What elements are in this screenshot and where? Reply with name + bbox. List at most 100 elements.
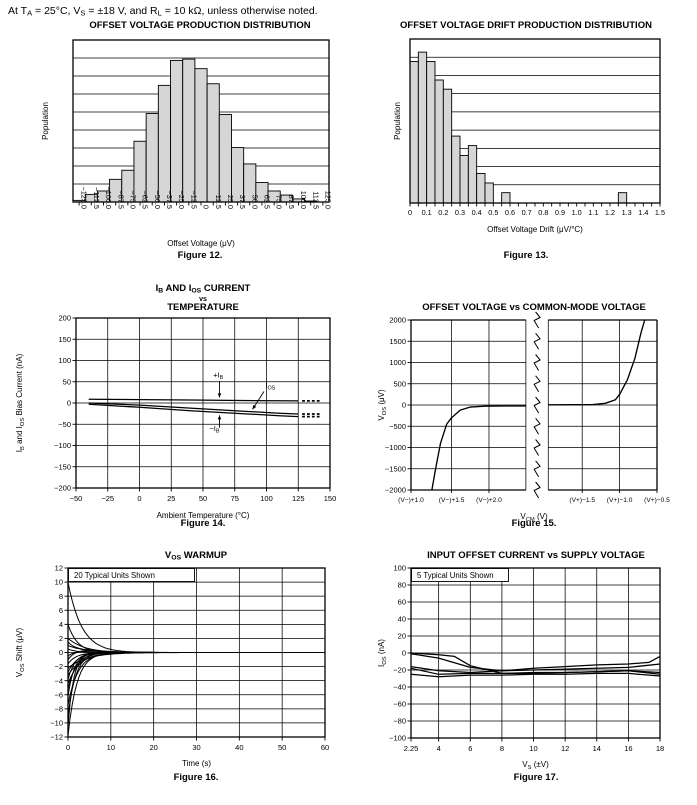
svg-text:0: 0 xyxy=(67,399,71,408)
svg-text:20: 20 xyxy=(149,743,157,752)
svg-text:−50: −50 xyxy=(58,420,71,429)
svg-text:−8: −8 xyxy=(54,704,63,713)
svg-text:−12: −12 xyxy=(50,733,63,742)
svg-text:4: 4 xyxy=(437,744,441,753)
svg-text:6: 6 xyxy=(468,744,472,753)
figure-17-caption: Figure 17. xyxy=(513,772,559,783)
svg-text:VCM (V): VCM (V) xyxy=(520,512,548,523)
svg-text:12.5: 12.5 xyxy=(214,195,223,209)
figure-15-title: OFFSET VOLTAGE vs COMMON-MODE VOLTAGE xyxy=(422,302,646,313)
svg-text:4: 4 xyxy=(59,620,63,629)
svg-text:−10: −10 xyxy=(50,719,63,728)
svg-text:200: 200 xyxy=(58,314,71,323)
svg-text:2.25: 2.25 xyxy=(404,744,419,753)
svg-text:37.5: 37.5 xyxy=(238,195,247,209)
svg-text:8: 8 xyxy=(500,744,504,753)
figure-13-caption: Figure 13. xyxy=(503,250,549,261)
svg-text:150: 150 xyxy=(58,335,71,344)
svg-text:500: 500 xyxy=(393,379,406,388)
svg-text:0: 0 xyxy=(408,208,412,217)
svg-text:IB and IOS Bias Current (nA): IB and IOS Bias Current (nA) xyxy=(15,353,26,452)
svg-text:0.1: 0.1 xyxy=(422,208,432,217)
figure-14-title: IB AND IOS CURRENT vs TEMPERATURE xyxy=(155,283,251,314)
svg-text:40: 40 xyxy=(235,743,243,752)
svg-text:6: 6 xyxy=(59,606,63,615)
svg-text:−125.0: −125.0 xyxy=(80,186,89,209)
svg-text:80: 80 xyxy=(398,581,406,590)
svg-text:1.5: 1.5 xyxy=(655,208,665,217)
svg-text:−20: −20 xyxy=(393,666,406,675)
svg-text:25.0: 25.0 xyxy=(226,195,235,209)
svg-text:(V+)−1.5: (V+)−1.5 xyxy=(569,497,595,504)
svg-text:20 Typical Units Shown: 20 Typical Units Shown xyxy=(74,571,155,580)
svg-text:IOS (nA): IOS (nA) xyxy=(377,639,388,667)
svg-text:−1500: −1500 xyxy=(385,464,406,473)
svg-text:(V+)−0.5: (V+)−0.5 xyxy=(644,497,670,504)
svg-text:Population: Population xyxy=(41,102,50,140)
svg-text:VOS (μV): VOS (μV) xyxy=(377,389,388,421)
figure-15-chart: −2000 −1500 −1000 −500 0 500 1000 1500 2000 (V−)+… xyxy=(377,311,670,523)
svg-text:0: 0 xyxy=(402,401,406,410)
svg-text:2000: 2000 xyxy=(389,316,406,325)
svg-text:100.0: 100.0 xyxy=(299,191,308,209)
svg-text:125: 125 xyxy=(292,494,305,503)
figure-17-title: INPUT OFFSET CURRENT vs SUPPLY VOLTAGE xyxy=(427,550,645,561)
svg-text:100: 100 xyxy=(393,564,406,573)
svg-text:0: 0 xyxy=(402,649,406,658)
svg-text:−62.5: −62.5 xyxy=(141,191,150,209)
svg-text:(V−)+1.0: (V−)+1.0 xyxy=(398,497,424,504)
svg-text:−50: −50 xyxy=(70,494,83,503)
svg-text:1.0: 1.0 xyxy=(572,208,582,217)
svg-text:0.7: 0.7 xyxy=(522,208,532,217)
svg-text:87.5: 87.5 xyxy=(287,195,296,209)
conditions-note: At TA = 25°C, VS = ±18 V, and RL = 10 kΩ… xyxy=(8,5,318,18)
svg-text:60: 60 xyxy=(321,743,329,752)
svg-text:VOS Shift (μV): VOS Shift (μV) xyxy=(15,627,26,677)
svg-text:−100: −100 xyxy=(54,441,71,450)
svg-text:−25.0: −25.0 xyxy=(177,191,186,209)
svg-text:(V−)+1.5: (V−)+1.5 xyxy=(439,497,465,504)
svg-text:−2: −2 xyxy=(54,662,63,671)
svg-text:112.5: 112.5 xyxy=(311,191,320,209)
svg-text:10: 10 xyxy=(55,578,63,587)
svg-text:−75.0: −75.0 xyxy=(128,191,137,209)
figure-12-caption: Figure 12. xyxy=(177,250,223,261)
svg-text:0.6: 0.6 xyxy=(505,208,515,217)
svg-text:1500: 1500 xyxy=(389,337,406,346)
svg-text:0: 0 xyxy=(202,205,211,209)
svg-text:25: 25 xyxy=(167,494,175,503)
figure-16-title: VOS WARMUP xyxy=(164,550,228,562)
svg-text:VS (±V): VS (±V) xyxy=(522,760,549,771)
svg-text:Ambient Temperature (°C): Ambient Temperature (°C) xyxy=(157,511,250,520)
svg-text:−100.0: −100.0 xyxy=(104,186,113,209)
svg-text:−25: −25 xyxy=(101,494,114,503)
svg-text:0.9: 0.9 xyxy=(555,208,565,217)
svg-text:−112.5: −112.5 xyxy=(92,187,101,209)
svg-text:Time (s): Time (s) xyxy=(182,759,211,768)
svg-text:−87.5: −87.5 xyxy=(116,191,125,209)
svg-text:62.5: 62.5 xyxy=(263,195,272,209)
svg-text:30: 30 xyxy=(192,743,200,752)
svg-text:40: 40 xyxy=(398,615,406,624)
svg-text:Population: Population xyxy=(393,102,402,140)
svg-text:−1000: −1000 xyxy=(385,443,406,452)
svg-text:50.0: 50.0 xyxy=(250,195,259,209)
svg-text:1.4: 1.4 xyxy=(638,208,648,217)
svg-text:20: 20 xyxy=(398,632,406,641)
svg-text:−40: −40 xyxy=(393,683,406,692)
svg-text:14: 14 xyxy=(593,744,601,753)
svg-text:50: 50 xyxy=(278,743,286,752)
figure-16-chart: 20 Typical Units Shown 0 10 20 30 40 50 60 −12 −1… xyxy=(15,564,329,768)
svg-text:1.1: 1.1 xyxy=(588,208,598,217)
svg-text:75.0: 75.0 xyxy=(275,195,284,209)
svg-text:−150: −150 xyxy=(54,462,71,471)
figure-17-chart: 5 Typical Units Shown 2.25 4 6 8 10 12 14 16 18 −1… xyxy=(377,564,664,771)
svg-text:−80: −80 xyxy=(393,717,406,726)
svg-text:100: 100 xyxy=(58,356,71,365)
svg-text:0.4: 0.4 xyxy=(472,208,482,217)
svg-text:−60: −60 xyxy=(393,700,406,709)
svg-text:12: 12 xyxy=(55,564,63,573)
svg-text:−12.5: −12.5 xyxy=(189,191,198,209)
svg-text:0: 0 xyxy=(66,743,70,752)
svg-text:10: 10 xyxy=(529,744,537,753)
